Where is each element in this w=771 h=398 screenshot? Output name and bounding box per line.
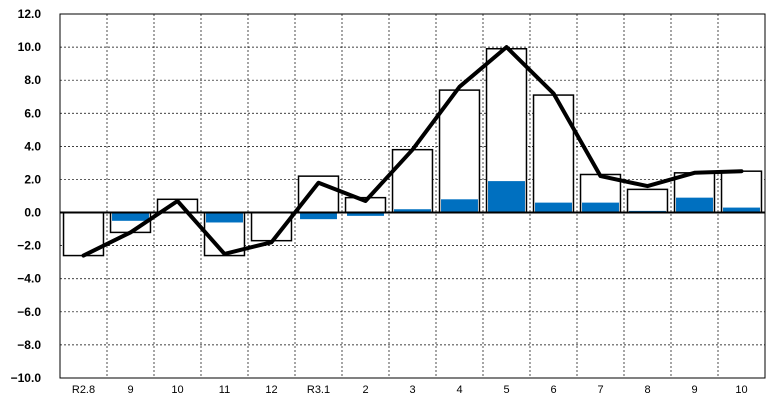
bar-layer [62,47,763,257]
y-tick-label: 6.0 [24,106,41,120]
component-bar [582,202,619,213]
x-tick-label: 7 [597,384,603,396]
x-tick-label: 4 [456,384,462,396]
x-tick-label: R2.8 [72,384,95,396]
y-tick-label: 0.0 [24,206,41,220]
y-axis-ticks: 12.0 10.0 8.0 6.0 4.0 2.0 0.0 −2.0 −4.0 −6.0 −8.0 −… [11,7,42,385]
total-bar [297,175,340,214]
plot-border [59,13,766,379]
y-tick-label: 4.0 [24,139,41,153]
x-tick-label: 10 [171,384,183,396]
component-bar [206,212,243,223]
component-bar [441,199,478,213]
x-tick-label: 2 [362,384,368,396]
x-tick-label: 12 [265,384,277,396]
x-tick-label: 6 [550,384,556,396]
y-tick-label: −4.0 [17,272,41,286]
x-axis-ticks: R2.8 9 10 11 12 R3.1 2 3 4 5 6 7 8 9 10 [72,384,748,396]
x-tick-label: 3 [409,384,415,396]
line-layer [81,45,744,258]
line-series [81,45,744,258]
y-tick-label: 10.0 [18,40,42,54]
total-bar [720,170,763,214]
x-tick-label: 9 [127,384,133,396]
x-tick-label: 11 [219,384,230,396]
x-tick-label: 5 [503,384,509,396]
component-bar [300,212,337,220]
component-bar [488,181,525,213]
y-tick-label: 8.0 [24,73,41,87]
total-bar [438,89,481,214]
y-tick-label: −10.0 [11,371,42,385]
x-tick-label: 9 [691,384,697,396]
y-tick-label: 2.0 [24,172,41,186]
x-tick-label: R3.1 [307,384,330,396]
total-bar [391,148,434,214]
x-tick-label: 8 [644,384,650,396]
component-bar [676,197,713,213]
y-tick-label: −8.0 [17,338,41,352]
y-tick-label: 12.0 [18,7,42,21]
component-bar [535,202,572,213]
total-bar [532,94,575,214]
y-tick-label: −6.0 [17,305,41,319]
component-bar [394,209,431,213]
y-tick-label: −2.0 [17,239,41,253]
component-bar [112,212,149,221]
component-bar [347,212,384,216]
component-bar [723,207,760,213]
total-bar [626,188,669,214]
x-tick-label: 10 [735,384,747,396]
